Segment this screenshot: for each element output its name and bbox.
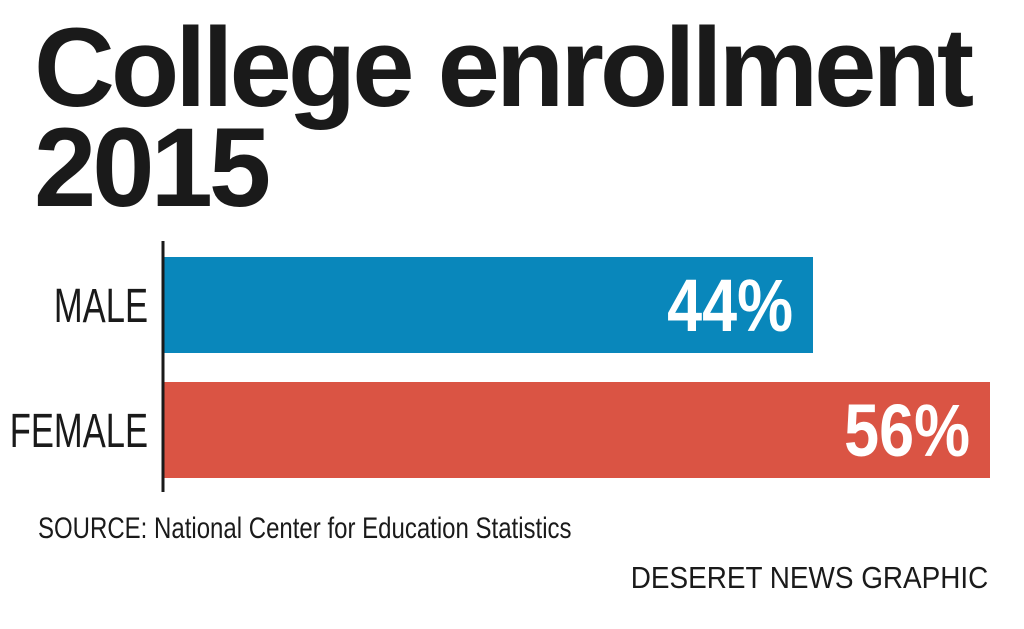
chart-title: College enrollment 2015 — [34, 5, 974, 230]
title-line-2: 2015 — [34, 105, 271, 230]
title-line-1: College enrollment — [34, 5, 974, 130]
bar-male — [164, 257, 813, 353]
category-label: FEMALE — [10, 403, 148, 457]
value-label: 56% — [844, 389, 970, 472]
value-label: 44% — [667, 264, 793, 347]
bar-female — [164, 382, 990, 478]
category-label: MALE — [54, 278, 148, 332]
graphic-credit: DESERET NEWS GRAPHIC — [630, 560, 988, 595]
source-note: SOURCE: National Center for Education St… — [38, 512, 572, 545]
